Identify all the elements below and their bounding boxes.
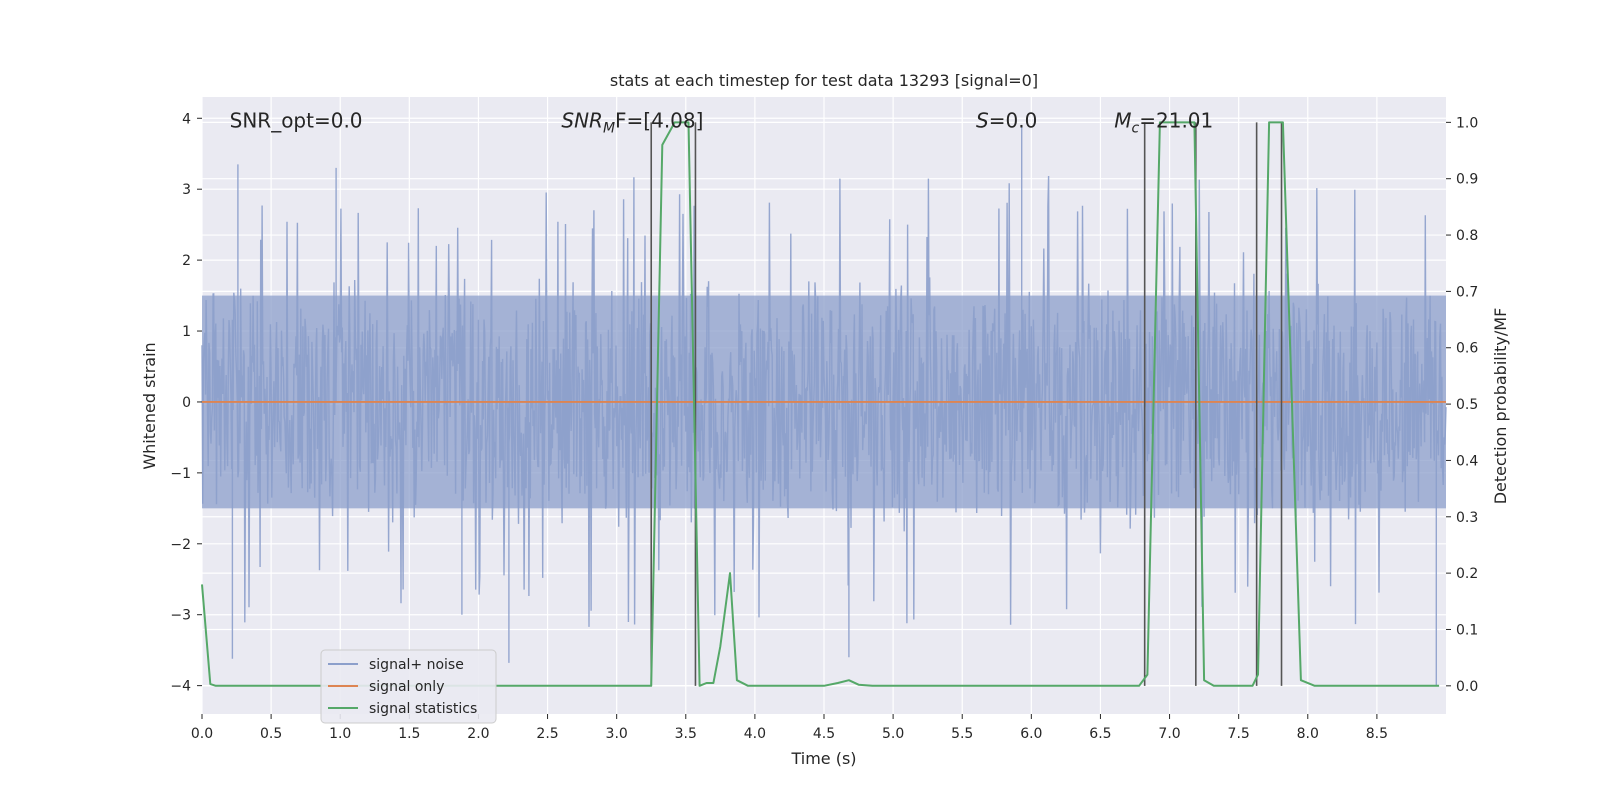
left-y-axis-ticks: 4 3 2 1 0 −1 −2 −3 −4 [170, 111, 202, 695]
legend-label: signal only [369, 679, 444, 695]
left-y-tick-label: −3 [170, 608, 191, 624]
legend-box [320, 649, 497, 724]
right-y-tick-label: 0.3 [1456, 510, 1478, 526]
right-y-tick-label: 0.7 [1456, 284, 1478, 300]
x-tick-label: 1.0 [329, 726, 351, 742]
right-y-tick-label: 0.9 [1456, 172, 1478, 188]
x-tick-label: 4.5 [813, 726, 835, 742]
x-tick-label: 0.0 [191, 726, 213, 742]
left-y-tick-label: 1 [182, 324, 191, 340]
x-tick-label: 8.5 [1366, 726, 1388, 742]
legend-label: signal statistics [369, 701, 477, 717]
x-tick-label: 0.5 [260, 726, 282, 742]
x-tick-label: 1.5 [398, 726, 420, 742]
noise-trace [201, 125, 1447, 686]
x-tick-label: 7.5 [1228, 726, 1250, 742]
right-y-tick-label: 0.8 [1456, 228, 1478, 244]
left-y-axis-label: Whitened strain [140, 342, 159, 469]
right-y-tick-label: 0.0 [1456, 679, 1478, 695]
left-y-tick-label: −2 [170, 537, 191, 553]
x-tick-label: 7.0 [1158, 726, 1180, 742]
chart-title: stats at each timestep for test data 132… [610, 71, 1038, 90]
right-y-tick-label: 1.0 [1456, 115, 1478, 131]
x-tick-label: 2.5 [536, 726, 558, 742]
right-y-axis-ticks: 1.0 0.9 0.8 0.7 0.6 0.5 0.4 0.3 0.2 0.1 0.0 [1446, 115, 1478, 695]
annotations: SNR_opt=0.0 SNRMF=[4.08] S=0.0 Mc=21.01 [230, 108, 1214, 136]
x-tick-label: 4.0 [744, 726, 766, 742]
right-y-tick-label: 0.2 [1456, 566, 1478, 582]
annotation: S=0.0 [976, 108, 1037, 132]
left-y-tick-label: 4 [182, 111, 191, 127]
signal-statistics-line [201, 121, 1440, 687]
left-y-tick-label: 0 [182, 395, 191, 411]
right-y-tick-label: 0.4 [1456, 453, 1478, 469]
left-y-tick-label: 3 [182, 182, 191, 198]
left-y-tick-label: −4 [170, 679, 191, 695]
annotation: Mc=21.01 [1114, 108, 1213, 136]
x-tick-label: 2.0 [467, 726, 489, 742]
annotation: SNRMF=[4.08] [561, 108, 703, 136]
left-y-tick-label: 2 [182, 253, 191, 269]
annotation: SNR_opt=0.0 [230, 108, 363, 132]
x-tick-label: 5.0 [882, 726, 904, 742]
right-y-tick-label: 0.1 [1456, 622, 1478, 638]
x-axis-label: Time (s) [790, 749, 856, 768]
left-y-tick-label: −1 [170, 466, 191, 482]
right-y-axis-label: Detection probability/MF [1491, 308, 1510, 505]
signal-statistics-series [201, 121, 1440, 687]
right-y-tick-label: 0.6 [1456, 341, 1478, 357]
x-tick-label: 6.5 [1089, 726, 1111, 742]
x-axis-ticks: 0.0 0.5 1.0 1.5 2.0 2.5 3.0 3.5 4.0 4.5 5.0 5.5 6.0 6… [191, 714, 1388, 742]
x-tick-label: 6.0 [1020, 726, 1042, 742]
x-tick-label: 5.5 [951, 726, 973, 742]
vertical-markers [650, 122, 1283, 686]
x-tick-label: 3.0 [606, 726, 628, 742]
right-y-tick-label: 0.5 [1456, 397, 1478, 413]
x-tick-label: 3.5 [675, 726, 697, 742]
legend: signal+ noise signal only signal statistic… [320, 649, 497, 724]
legend-label: signal+ noise [369, 657, 464, 673]
x-tick-label: 8.0 [1297, 726, 1319, 742]
